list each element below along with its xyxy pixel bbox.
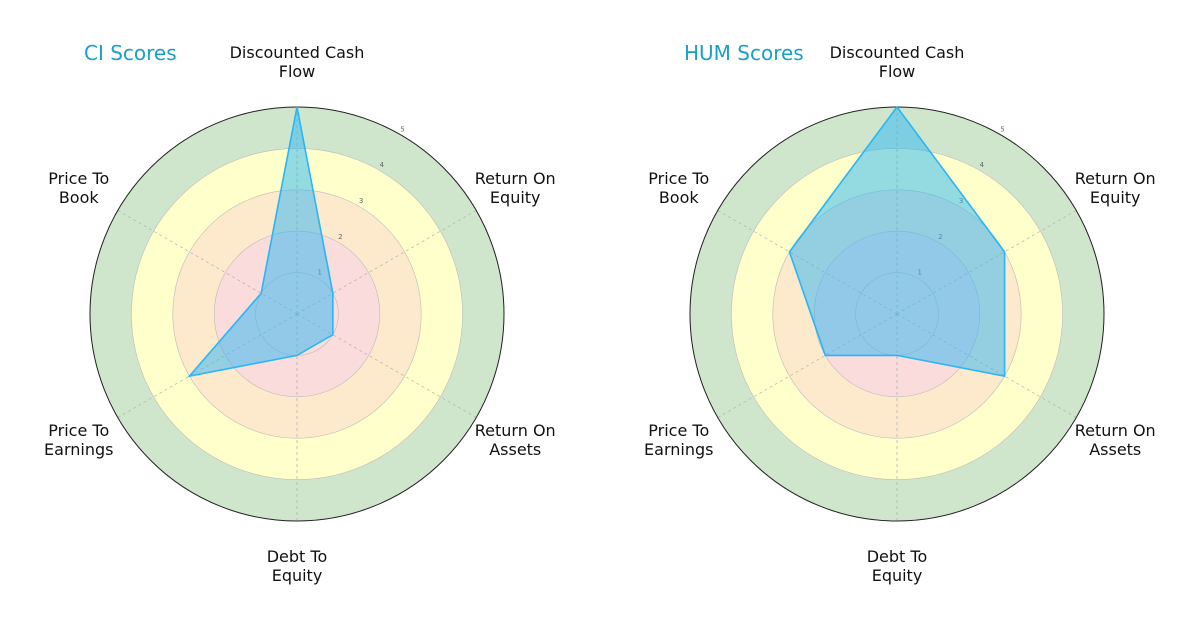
spoke: [717, 313, 898, 418]
score-area: [187, 106, 334, 378]
chart-title: HUM Scores: [684, 41, 804, 65]
axis-label: Price To Earnings: [644, 421, 714, 459]
axis-label: Debt To Equity: [866, 547, 928, 585]
r-tick-label: 5: [1000, 125, 1004, 133]
axis-label: Discounted Cash Flow: [229, 43, 365, 81]
r-tick-label: 3: [359, 197, 363, 205]
spoke: [296, 210, 477, 315]
axis-label: Price To Book: [648, 169, 710, 207]
axis-label: Return On Assets: [1074, 421, 1156, 459]
axis-label: Return On Equity: [474, 169, 556, 207]
r-tick-label: 2: [338, 233, 342, 241]
spoke: [117, 210, 298, 315]
axis-label: Price To Earnings: [44, 421, 114, 459]
axis-label: Return On Equity: [1074, 169, 1156, 207]
r-tick-label: 5: [400, 125, 404, 133]
axis-label: Price To Book: [48, 169, 110, 207]
axis-label: Discounted Cash Flow: [829, 43, 965, 81]
r-tick-label: 4: [980, 161, 985, 169]
score-area: [788, 105, 1006, 378]
chart-title: CI Scores: [84, 41, 177, 65]
axis-label: Debt To Equity: [266, 547, 328, 585]
spoke: [296, 313, 477, 418]
r-tick-label: 4: [380, 161, 385, 169]
axis-label: Return On Assets: [474, 421, 556, 459]
